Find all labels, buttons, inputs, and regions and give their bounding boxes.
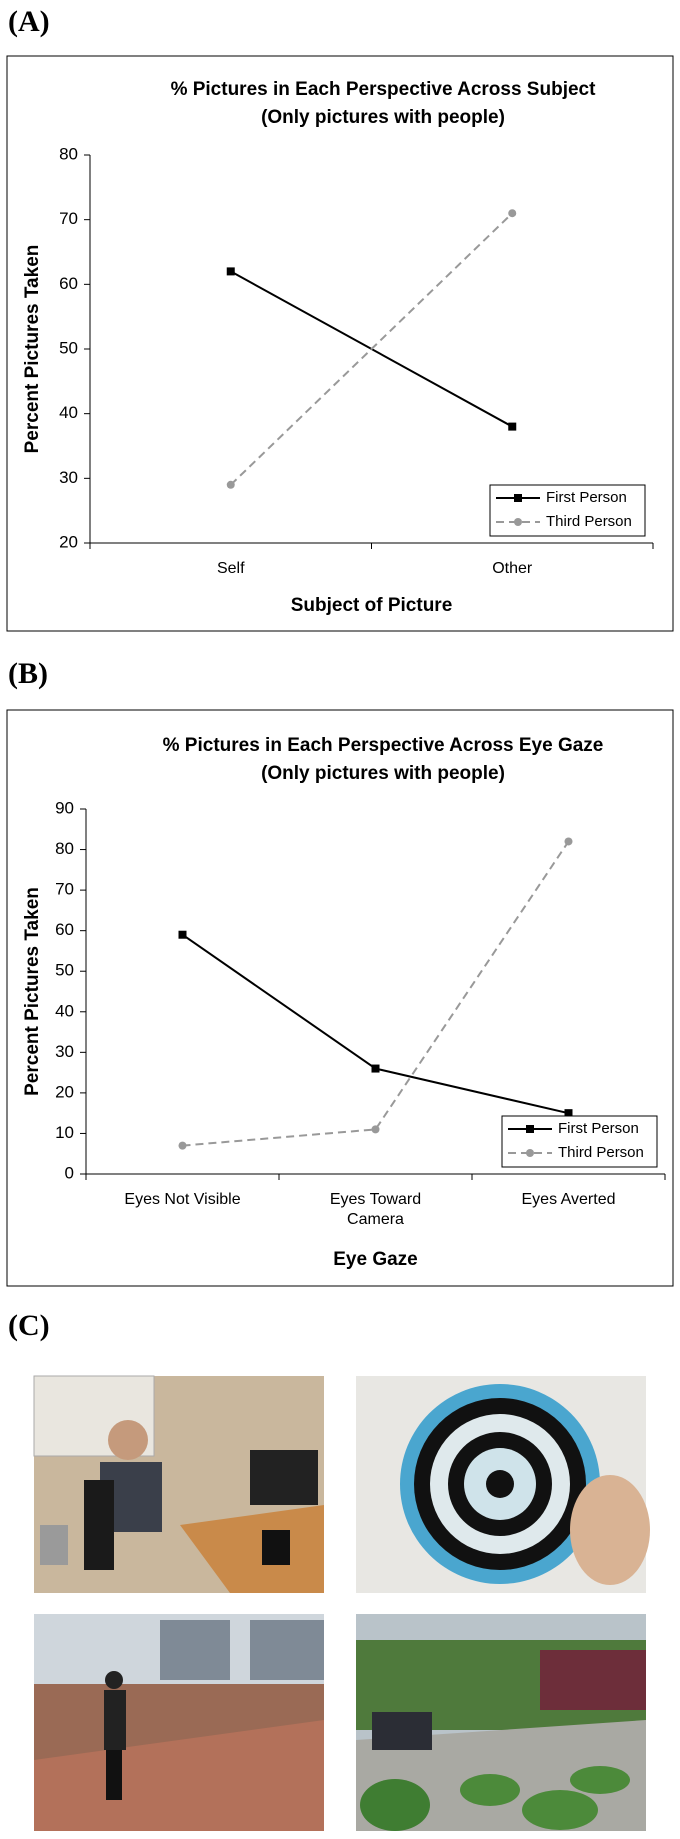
photo bbox=[356, 1376, 650, 1593]
series-line bbox=[230, 212, 513, 486]
x-tick-label: Other bbox=[492, 560, 533, 577]
marker bbox=[508, 209, 517, 218]
y-tick-label: 90 bbox=[55, 798, 74, 817]
legend-box bbox=[489, 484, 646, 537]
y-tick-label: 10 bbox=[55, 1123, 74, 1142]
y-tick-label: 40 bbox=[59, 403, 78, 422]
legend-label: First Person bbox=[546, 489, 627, 506]
legend-label: Third Person bbox=[558, 1144, 644, 1161]
y-tick-label: 30 bbox=[59, 468, 78, 487]
marker bbox=[226, 480, 235, 489]
x-tick-label: Eyes Averted bbox=[521, 1191, 616, 1208]
x-tick-label: Eyes Toward Camera bbox=[329, 1191, 422, 1228]
marker bbox=[508, 422, 517, 431]
chart-title: % Pictures in Each Perspective Across Su… bbox=[171, 79, 597, 100]
marker bbox=[564, 837, 573, 846]
marker bbox=[178, 1141, 187, 1150]
y-tick-label: 50 bbox=[55, 961, 74, 980]
y-tick-label: 30 bbox=[55, 1042, 74, 1061]
y-tick-label: 40 bbox=[55, 1001, 74, 1020]
marker bbox=[564, 1109, 573, 1118]
photo bbox=[356, 1614, 646, 1831]
panel-label: (A) bbox=[8, 5, 50, 38]
x-axis-label: Subject of Picture bbox=[291, 595, 453, 616]
y-tick-label: 80 bbox=[55, 839, 74, 858]
y-tick-label: 80 bbox=[59, 144, 78, 163]
chart-frame bbox=[6, 55, 674, 632]
chart-title: % Pictures in Each Perspective Across Ey… bbox=[163, 735, 604, 756]
x-tick-label: Self bbox=[216, 560, 245, 577]
y-tick-label: 60 bbox=[59, 274, 78, 293]
panel-label: (C) bbox=[8, 1309, 50, 1342]
chart-subtitle: (Only pictures with people) bbox=[261, 107, 505, 128]
marker bbox=[526, 1149, 534, 1157]
chart-frame bbox=[6, 709, 674, 1287]
y-tick-label: 70 bbox=[59, 209, 78, 228]
marker bbox=[178, 930, 187, 939]
marker bbox=[371, 1064, 380, 1073]
photo bbox=[33, 1375, 324, 1593]
x-tick-label: Eyes Not Visible bbox=[124, 1191, 241, 1208]
series-line bbox=[181, 933, 569, 1115]
y-tick-label: 0 bbox=[65, 1163, 74, 1182]
marker bbox=[514, 494, 522, 502]
legend-label: First Person bbox=[558, 1120, 639, 1137]
marker bbox=[371, 1125, 380, 1134]
y-axis-label: Percent Pictures Taken bbox=[22, 887, 43, 1096]
y-tick-label: 60 bbox=[55, 920, 74, 939]
y-tick-label: 70 bbox=[55, 880, 74, 899]
marker bbox=[226, 267, 235, 276]
panel-label: (B) bbox=[8, 657, 48, 690]
marker bbox=[514, 518, 522, 526]
y-tick-label: 20 bbox=[59, 532, 78, 551]
marker bbox=[526, 1125, 534, 1133]
y-tick-label: 20 bbox=[55, 1082, 74, 1101]
chart-subtitle: (Only pictures with people) bbox=[261, 763, 505, 784]
legend-box bbox=[501, 1115, 658, 1168]
x-axis-label: Eye Gaze bbox=[333, 1249, 418, 1270]
legend-label: Third Person bbox=[546, 513, 632, 530]
y-axis-label: Percent Pictures Taken bbox=[22, 245, 43, 454]
photo bbox=[34, 1614, 324, 1831]
y-tick-label: 50 bbox=[59, 338, 78, 357]
